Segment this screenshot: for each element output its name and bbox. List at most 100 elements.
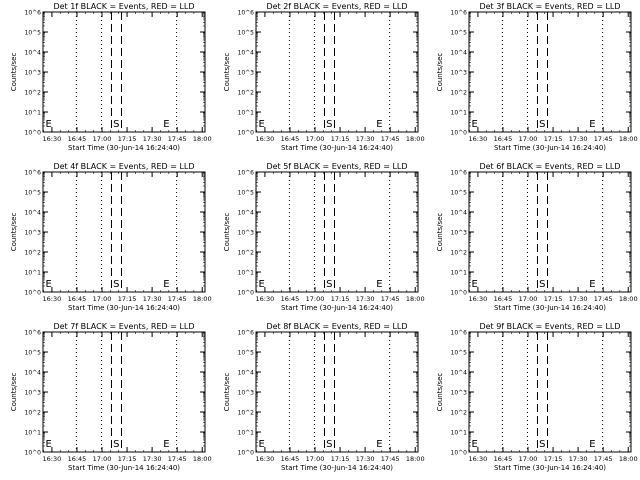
x-axis-label: Start Time (30-Jun-14 16:24:40) [281,464,393,472]
x-tick-label: 17:15 [118,295,137,303]
x-tick-label: 17:30 [356,135,375,143]
y-tick-label: 10^0 [451,450,468,457]
x-tick-label: 16:30 [469,135,488,143]
x-tick-label: 17:30 [356,455,375,463]
y-axis-label: Counts/sec [436,373,444,412]
x-tick-label: 16:45 [281,295,300,303]
y-tick-label: 10^6 [238,170,255,177]
y-tick-label: 10^1 [451,430,468,437]
x-tick-label: 17:30 [143,455,162,463]
x-tick-label: 16:30 [469,455,488,463]
x-tick-label: 17:30 [569,455,588,463]
x-tick-label: 16:30 [469,295,488,303]
event-marker-e: E [472,439,478,450]
x-tick-label: 17:30 [569,135,588,143]
y-tick-label: 10^0 [238,450,255,457]
chart-panel-9: Det 9f BLACK = Events, RED = LLD 10^0 10^1… [436,322,638,472]
y-tick-label: 10^0 [25,130,42,137]
y-tick-label: 10^2 [238,90,255,97]
x-axis-label: Start Time (30-Jun-14 16:24:40) [281,144,393,152]
y-tick-label: 10^0 [25,290,42,297]
event-marker-s: S [113,279,119,290]
x-tick-label: 17:00 [93,135,112,143]
y-tick-label: 10^1 [451,110,468,117]
x-tick-label: 16:45 [68,295,87,303]
x-axis-label: Start Time (30-Jun-14 16:24:40) [494,464,606,472]
event-marker-e: E [259,279,265,290]
y-tick-label: 10^5 [238,30,255,37]
x-tick-label: 17:45 [168,455,187,463]
chart-title: Det 4f BLACK = Events, RED = LLD [53,162,194,171]
x-tick-label: 17:00 [306,455,325,463]
y-tick-label: 10^2 [451,250,468,257]
x-tick-label: 16:45 [494,295,513,303]
y-tick-label: 10^2 [25,90,42,97]
x-tick-label: 17:45 [381,295,400,303]
event-marker-e: E [46,439,52,450]
y-tick-label: 10^4 [238,50,255,57]
plot-frame [255,331,419,453]
x-tick-label: 17:15 [118,135,137,143]
y-tick-label: 10^6 [451,10,468,17]
x-axis-label: Start Time (30-Jun-14 16:24:40) [68,304,180,312]
y-tick-label: 10^4 [451,370,468,377]
y-tick-label: 10^4 [238,370,255,377]
x-tick-label: 17:30 [143,135,162,143]
x-tick-label: 16:30 [43,135,62,143]
x-tick-label: 17:00 [519,135,538,143]
y-tick-label: 10^3 [238,70,255,77]
x-tick-label: 16:45 [494,455,513,463]
x-tick-label: 17:45 [594,455,613,463]
y-tick-label: 10^6 [25,10,42,17]
chart-panel-1: Det 1f BLACK = Events, RED = LLD 10^0 10^1… [10,2,212,152]
y-tick-label: 10^4 [25,210,42,217]
y-tick-label: 10^2 [25,250,42,257]
event-marker-s: S [326,279,332,290]
event-marker-s: S [113,119,119,130]
event-marker-e: E [589,119,595,130]
chart-title: Det 5f BLACK = Events, RED = LLD [266,162,407,171]
y-tick-label: 10^6 [451,330,468,337]
y-tick-label: 10^3 [25,390,42,397]
event-marker-e: E [376,119,382,130]
event-marker-e: E [46,279,52,290]
y-tick-label: 10^6 [238,330,255,337]
x-tick-label: 16:45 [494,135,513,143]
event-marker-e: E [472,119,478,130]
x-tick-label: 18:00 [619,455,638,463]
y-tick-label: 10^2 [238,410,255,417]
x-tick-label: 18:00 [193,455,212,463]
y-tick-label: 10^3 [451,70,468,77]
y-tick-label: 10^1 [238,270,255,277]
x-tick-label: 17:00 [93,455,112,463]
chart-panel-6: Det 6f BLACK = Events, RED = LLD 10^0 10^1… [436,162,638,312]
chart-title: Det 9f BLACK = Events, RED = LLD [479,322,620,331]
x-tick-label: 17:45 [168,135,187,143]
y-tick-label: 10^2 [451,410,468,417]
y-axis-label: Counts/sec [10,373,18,412]
y-tick-label: 10^4 [25,50,42,57]
y-tick-label: 10^1 [451,270,468,277]
x-axis-label: Start Time (30-Jun-14 16:24:40) [68,144,180,152]
x-tick-label: 17:45 [168,295,187,303]
event-marker-e: E [259,439,265,450]
x-tick-label: 16:30 [256,295,275,303]
y-tick-label: 10^2 [451,90,468,97]
x-tick-label: 18:00 [406,455,425,463]
x-tick-label: 16:30 [43,455,62,463]
event-marker-e: E [259,119,265,130]
event-marker-e: E [589,439,595,450]
y-axis-label: Counts/sec [223,53,231,92]
event-marker-e: E [46,119,52,130]
event-marker-e: E [376,439,382,450]
x-tick-label: 17:45 [594,135,613,143]
plot-frame [468,331,632,453]
event-marker-e: E [472,279,478,290]
event-marker-e: E [376,279,382,290]
event-marker-s: S [539,279,545,290]
y-axis-label: Counts/sec [10,53,18,92]
x-tick-label: 17:15 [544,135,563,143]
chart-panel-2: Det 2f BLACK = Events, RED = LLD 10^0 10^1… [223,2,425,152]
y-tick-label: 10^3 [25,230,42,237]
